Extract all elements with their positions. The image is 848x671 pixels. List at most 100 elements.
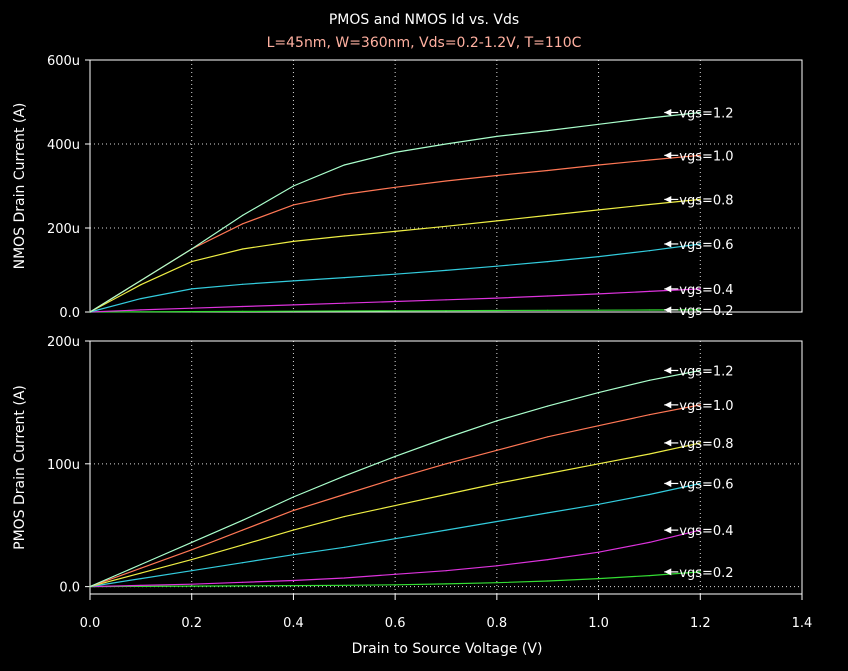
pmos-data-point: [394, 455, 396, 457]
nmos-data-point: [242, 223, 244, 225]
pmos-data-point: [648, 575, 651, 577]
nmos-data-point: [648, 250, 651, 252]
pmos-data-point: [191, 549, 193, 551]
x-tick-label: 0.8: [487, 616, 508, 631]
nmos-data-point: [496, 174, 498, 177]
pmos-data-point: [699, 404, 701, 406]
pmos-data-point: [242, 581, 244, 583]
nmos-data-point: [648, 290, 651, 292]
pmos-data-point: [191, 559, 193, 561]
nmos-data-point: [699, 198, 701, 200]
pmos-data-point: [140, 567, 142, 569]
nmos-data-point: [496, 220, 498, 222]
nmos-data-point: [598, 123, 600, 125]
nmos-data-point: [292, 204, 294, 206]
nmos-data-point: [445, 299, 447, 301]
nmos-data-point: [648, 203, 651, 206]
nmos-data-point: [598, 309, 600, 311]
nmos-data-point: [445, 269, 447, 271]
pmos-data-point: [191, 570, 193, 572]
nmos-series-label: vgs=0.4: [679, 283, 733, 298]
nmos-series-label: vgs=0.2: [679, 304, 733, 319]
pmos-data-point: [547, 512, 549, 514]
pmos-data-point: [648, 414, 651, 416]
nmos-data-point: [343, 277, 345, 279]
nmos-plot-frame: [89, 59, 803, 313]
pmos-data-point: [699, 571, 701, 573]
pmos-data-point: [242, 562, 244, 564]
x-tick-label: 1.4: [792, 616, 813, 631]
nmos-data-point: [292, 304, 294, 306]
pmos-label-arrowhead: [664, 366, 672, 374]
x-tick-label: 0.0: [80, 616, 101, 631]
nmos-label-arrowhead: [664, 195, 672, 203]
pmos-data-point: [140, 585, 142, 588]
pmos-data-point: [699, 482, 701, 485]
pmos-data-point: [394, 538, 396, 540]
nmos-data-point: [242, 305, 244, 308]
nmos-data-point: [496, 297, 498, 299]
nmos-data-point: [445, 225, 447, 227]
nmos-data-point: [445, 310, 447, 312]
nmos-data-point: [140, 311, 142, 313]
pmos-series-label: vgs=0.4: [679, 524, 733, 539]
pmos-data-point: [191, 583, 193, 585]
chart-title: PMOS and NMOS Id vs. Vds: [329, 12, 519, 28]
pmos-data-point: [496, 565, 498, 567]
nmos-data-point: [699, 111, 701, 114]
pmos-data-point: [343, 475, 345, 477]
pmos-data-point: [445, 570, 447, 572]
nmos-data-point: [343, 193, 345, 195]
nmos-data-point: [547, 214, 549, 216]
pmos-data-point: [699, 369, 701, 372]
pmos-label-arrowhead: [664, 401, 672, 409]
pmos-data-point: [648, 541, 651, 544]
nmos-data-point: [191, 288, 193, 290]
pmos-data-point: [140, 572, 142, 574]
pmos-data-point: [343, 584, 345, 586]
nmos-data-point: [242, 214, 244, 216]
nmos-panel: 0.0 200u 400u 600u NMOS Drain Current (A) vgs…: [12, 54, 803, 321]
pmos-series-label: vgs=1.0: [679, 399, 733, 414]
pmos-data-point: [547, 580, 549, 582]
pmos-y-tick-label: 200u: [47, 335, 80, 350]
pmos-data-point: [394, 505, 396, 507]
nmos-data-point: [445, 180, 447, 182]
nmos-data-point: [648, 117, 651, 119]
pmos-data-point: [89, 586, 91, 588]
pmos-y-tick-label: 0.0: [59, 581, 80, 596]
nmos-data-point: [140, 298, 142, 300]
nmos-label-arrowhead: [664, 151, 672, 159]
pmos-data-point: [699, 529, 701, 531]
nmos-label-arrowhead: [664, 306, 672, 314]
x-tick-label: 0.4: [283, 616, 304, 631]
nmos-series-label: vgs=1.2: [679, 107, 733, 122]
pmos-data-point: [140, 578, 142, 580]
pmos-data-point: [445, 463, 447, 465]
nmos-data-point: [598, 164, 600, 166]
pmos-data-point: [547, 436, 549, 438]
nmos-data-point: [547, 261, 549, 263]
pmos-label-arrowhead: [664, 568, 672, 576]
pmos-data-point: [292, 496, 294, 498]
nmos-data-point: [191, 311, 193, 313]
nmos-data-point: [598, 256, 600, 258]
pmos-series-label: vgs=0.2: [679, 566, 733, 581]
nmos-data-point: [547, 309, 549, 311]
nmos-data-point: [140, 284, 142, 286]
nmos-data-point: [394, 310, 396, 312]
pmos-data-point: [648, 493, 651, 496]
pmos-y-axis-label: PMOS Drain Current (A): [12, 385, 28, 550]
pmos-series-label: vgs=0.6: [679, 477, 733, 492]
nmos-data-point: [292, 310, 294, 312]
pmos-data-point: [496, 582, 498, 584]
nmos-data-point: [699, 154, 701, 156]
pmos-data-point: [496, 482, 498, 485]
nmos-data-point: [242, 283, 244, 285]
pmos-data-point: [292, 579, 294, 582]
pmos-data-point: [598, 425, 600, 427]
nmos-data-point: [191, 261, 193, 263]
nmos-data-point: [140, 279, 142, 282]
nmos-data-point: [547, 295, 549, 297]
